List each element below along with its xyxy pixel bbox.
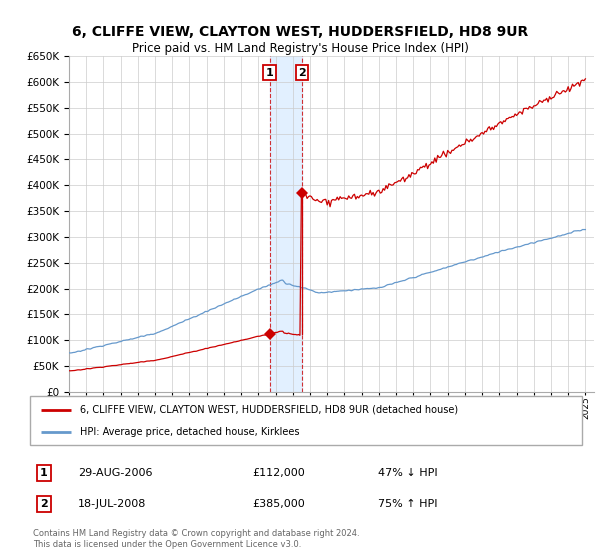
Text: Contains HM Land Registry data © Crown copyright and database right 2024.
This d: Contains HM Land Registry data © Crown c… — [33, 529, 359, 549]
Text: 1: 1 — [266, 68, 274, 78]
Text: Price paid vs. HM Land Registry's House Price Index (HPI): Price paid vs. HM Land Registry's House … — [131, 42, 469, 55]
Text: 47% ↓ HPI: 47% ↓ HPI — [378, 468, 437, 478]
Text: 1: 1 — [40, 468, 47, 478]
Bar — [270, 56, 302, 392]
Text: 2: 2 — [40, 499, 47, 509]
Text: HPI: Average price, detached house, Kirklees: HPI: Average price, detached house, Kirk… — [80, 427, 299, 437]
Text: 18-JUL-2008: 18-JUL-2008 — [78, 499, 146, 509]
FancyBboxPatch shape — [30, 396, 582, 445]
Text: £112,000: £112,000 — [252, 468, 305, 478]
Text: 29-AUG-2006: 29-AUG-2006 — [78, 468, 152, 478]
Text: 2: 2 — [298, 68, 306, 78]
Text: £385,000: £385,000 — [252, 499, 305, 509]
Text: 6, CLIFFE VIEW, CLAYTON WEST, HUDDERSFIELD, HD8 9UR (detached house): 6, CLIFFE VIEW, CLAYTON WEST, HUDDERSFIE… — [80, 405, 458, 415]
Text: 75% ↑ HPI: 75% ↑ HPI — [378, 499, 437, 509]
Text: 6, CLIFFE VIEW, CLAYTON WEST, HUDDERSFIELD, HD8 9UR: 6, CLIFFE VIEW, CLAYTON WEST, HUDDERSFIE… — [72, 25, 528, 39]
